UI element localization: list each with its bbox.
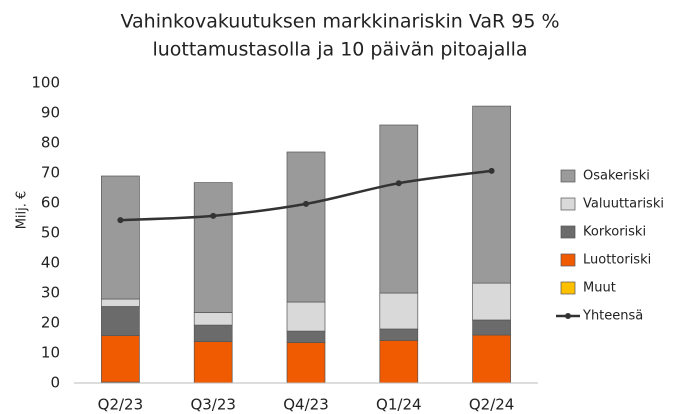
- bar-segment: [379, 124, 419, 294]
- bar-segment: [101, 335, 140, 383]
- y-tick-label: 100: [31, 74, 60, 92]
- bar-segment: [379, 340, 419, 384]
- line-point: [210, 212, 217, 219]
- line-point: [488, 167, 495, 174]
- legend-label: Osakeriski: [583, 169, 650, 184]
- legend-label: Muut: [583, 281, 616, 296]
- legend-swatch: [565, 313, 571, 319]
- legend-label: Korkoriski: [583, 225, 646, 240]
- y-tick-label: 30: [41, 284, 60, 302]
- x-tick-label: Q3/23: [190, 396, 236, 414]
- y-tick-label: 80: [41, 134, 60, 152]
- bar-segment: [193, 312, 233, 326]
- bar-segment: [286, 330, 326, 343]
- bar-segment: [286, 151, 326, 303]
- bar-segment: [379, 328, 419, 341]
- legend-label: Luottoriski: [583, 253, 651, 268]
- bar-segment: [286, 342, 326, 384]
- bar-segment: [101, 298, 140, 307]
- bar-segment: [379, 292, 419, 330]
- legend-label: Valuuttariski: [583, 197, 664, 212]
- chart-title: Vahinkovakuutuksen markkinariskin VaR 95…: [121, 11, 560, 33]
- x-tick-label: Q2/24: [469, 396, 515, 414]
- line-point: [117, 217, 124, 224]
- legend-swatch: [560, 225, 576, 239]
- bar-segment: [193, 182, 233, 313]
- y-tick-label: 10: [41, 344, 60, 362]
- legend-label: Yhteensä: [582, 309, 643, 324]
- y-axis-label: Milj. €: [15, 191, 30, 230]
- chart-title: luottamustasolla ja 10 päivän pitoajalla: [152, 39, 527, 61]
- line-point: [303, 200, 309, 207]
- x-tick-label: Q4/23: [283, 396, 329, 414]
- legend-swatch: [560, 253, 576, 267]
- y-tick-label: 40: [41, 254, 60, 272]
- bar-segment: [101, 306, 140, 336]
- y-tick-label: 90: [41, 104, 60, 122]
- x-tick-label: Q1/24: [376, 396, 422, 414]
- bar-segment: [286, 301, 326, 332]
- legend-swatch: [560, 197, 576, 211]
- bar-segment: [193, 324, 233, 342]
- y-tick-label: 0: [50, 374, 60, 392]
- legend-swatch: [560, 281, 576, 295]
- line-point: [395, 180, 402, 187]
- bar-segment: [472, 334, 511, 384]
- y-tick-label: 60: [41, 194, 60, 212]
- bar-segment: [472, 282, 511, 321]
- bar-segment: [472, 105, 511, 284]
- y-tick-label: 20: [41, 314, 60, 332]
- bar-segment: [193, 341, 233, 384]
- bar-segment: [472, 319, 511, 336]
- legend-swatch: [560, 169, 576, 183]
- y-tick-label: 50: [41, 224, 60, 242]
- bar-segment: [101, 175, 140, 300]
- x-tick-label: Q2/23: [98, 396, 144, 414]
- y-tick-label: 70: [41, 164, 60, 182]
